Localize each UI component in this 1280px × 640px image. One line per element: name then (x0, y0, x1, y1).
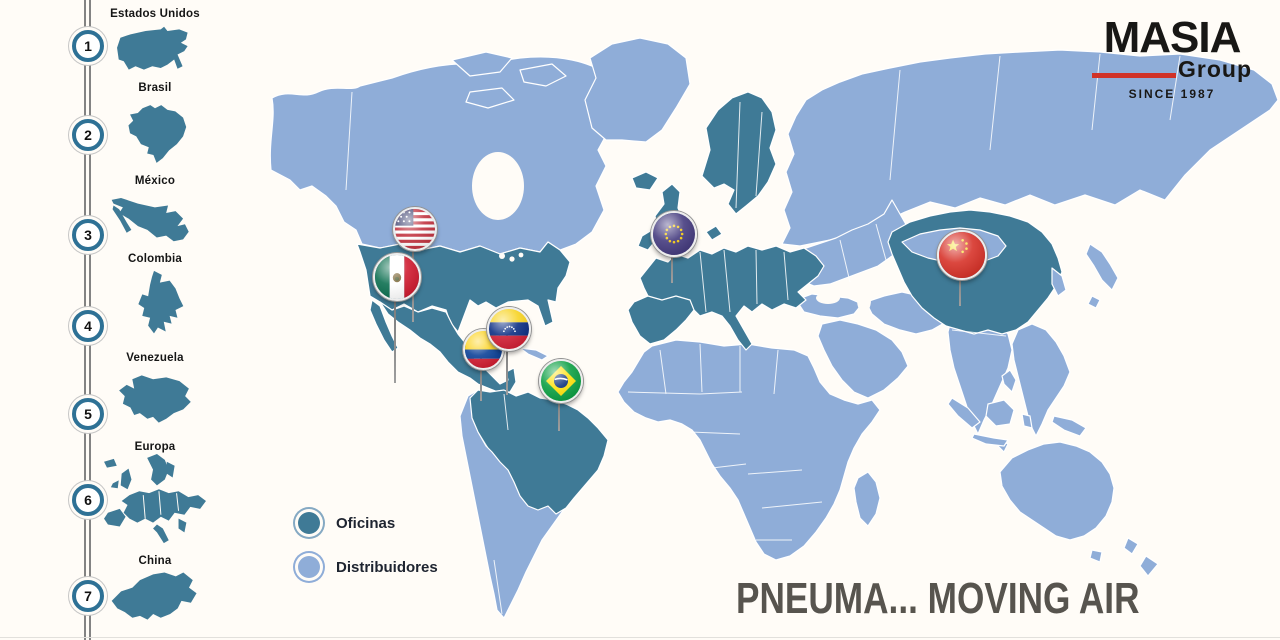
map-great-lake (499, 253, 505, 259)
sidebar-label-venezuela: Venezuela (126, 352, 184, 364)
europe-silhouette (104, 453, 206, 544)
sidebar-label-china: China (138, 555, 172, 567)
sidebar-number-7: 7 (72, 580, 104, 612)
sidebar-number-5: 5 (72, 398, 104, 430)
bottom-divider (0, 637, 1280, 638)
map-madagascar (853, 471, 881, 527)
map-southeast-asia (1011, 323, 1071, 437)
sidebar-number-2: 2 (72, 119, 104, 151)
map-greenland (584, 37, 691, 143)
sidebar-label-colombia: Colombia (128, 253, 182, 265)
map-black-sea (816, 292, 840, 304)
mexico-silhouette (111, 197, 189, 242)
map-russia (781, 49, 1279, 247)
sidebar-number-1: 1 (72, 30, 104, 62)
map-japan (1085, 243, 1119, 309)
usa-silhouette (117, 26, 188, 70)
map-korea (1051, 267, 1067, 297)
european-union-flag-icon (651, 211, 697, 257)
logo-group-text: Group (1178, 56, 1252, 82)
mexico-flag-icon (373, 253, 421, 301)
map-arabia (817, 319, 909, 399)
map-arctic-islands (451, 51, 567, 109)
sidebar-number-4: 4 (72, 310, 104, 342)
offices-color-icon (298, 512, 320, 534)
map-iberia (627, 295, 695, 345)
pin-stick (480, 347, 482, 401)
map-caspian-sea (857, 287, 871, 313)
china-silhouette (111, 572, 197, 620)
colombia-silhouette (138, 270, 184, 334)
map-great-lake (509, 256, 515, 262)
sidebar-number-6: 6 (72, 484, 104, 516)
tagline: PNEUMA... MOVING AIR (736, 574, 1140, 623)
venezuela-flag-icon (487, 307, 531, 351)
brazil-silhouette (128, 105, 187, 163)
map-hudson-bay (472, 152, 524, 220)
sidebar-label-estados-unidos: Estados Unidos (110, 8, 200, 20)
masia-group-logo: MASIA Group SINCE 1987 (1092, 16, 1252, 101)
sidebar-label-brasil: Brasil (138, 82, 172, 94)
china-flag-icon (937, 230, 987, 280)
sidebar-label-mexico: México (134, 175, 176, 187)
pin-stick (394, 275, 396, 383)
legend-item-oficinas: Oficinas (298, 512, 438, 534)
pin-stick (671, 232, 673, 283)
map-scandinavia (701, 91, 777, 241)
logo-since-text: SINCE 1987 (1128, 87, 1216, 101)
map-new-zealand (1123, 537, 1159, 577)
map-indonesia (947, 369, 1087, 447)
legend-label: Oficinas (336, 514, 396, 532)
venezuela-silhouette (119, 375, 191, 423)
legend-label: Distribuidores (336, 558, 438, 576)
pin-stick (558, 379, 560, 431)
map-australia (999, 441, 1115, 563)
map-country-borders (345, 53, 1181, 615)
logo-red-bar (1092, 73, 1176, 78)
map-great-lake (518, 252, 524, 258)
map-legend: Oficinas Distribuidores (298, 512, 438, 578)
legend-item-distribuidores: Distribuidores (298, 556, 438, 578)
sidebar-label-europa: Europa (134, 441, 176, 453)
map-africa (617, 339, 881, 561)
map-canada (269, 56, 613, 255)
brazil-flag-icon (539, 359, 583, 403)
usa-flag-icon (393, 207, 437, 251)
sidebar-number-3: 3 (72, 219, 104, 251)
distributors-color-icon (298, 556, 320, 578)
pin-stick (506, 327, 508, 395)
map-colombia-venezuela-brazil (469, 389, 609, 515)
logo-name: MASIA (1103, 13, 1242, 62)
